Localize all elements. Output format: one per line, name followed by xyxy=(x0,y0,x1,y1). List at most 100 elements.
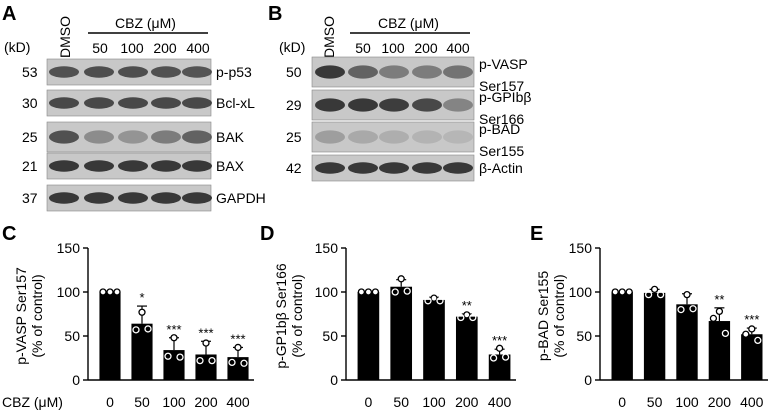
significance-marker: *** xyxy=(744,312,759,327)
panel-a-letter: A xyxy=(2,3,16,25)
blot-band xyxy=(84,192,114,204)
data-point xyxy=(357,288,366,296)
y-tick-label: 100 xyxy=(569,284,593,300)
blot-band xyxy=(443,130,473,144)
blot-band xyxy=(412,98,442,112)
data-point xyxy=(721,329,730,338)
data-point xyxy=(501,353,510,361)
panel-b-kd-label: (kD) xyxy=(279,39,305,55)
data-point xyxy=(403,287,411,295)
y-tick-label: 0 xyxy=(72,372,80,388)
data-point xyxy=(436,297,444,305)
blot-band xyxy=(348,65,378,79)
panel-a-kd-label: (kD) xyxy=(4,39,30,55)
blot-band xyxy=(49,130,79,144)
significance-marker: *** xyxy=(198,325,213,340)
x-tick-label: 50 xyxy=(134,394,150,410)
y-tick-label: 100 xyxy=(315,284,339,300)
bar xyxy=(99,292,121,380)
x-tick-label: 100 xyxy=(675,394,699,410)
blot-strip xyxy=(46,121,212,153)
panel-a-dmso-label: DMSO xyxy=(57,16,73,58)
data-point xyxy=(391,288,399,296)
dose-label: 100 xyxy=(381,40,405,56)
bar xyxy=(357,292,380,380)
dose-label: 50 xyxy=(355,40,371,56)
blot-band xyxy=(412,162,442,174)
x-tick-label: 400 xyxy=(226,394,250,410)
data-point xyxy=(650,285,659,294)
bar xyxy=(390,286,413,380)
blot-band xyxy=(182,97,212,109)
data-point xyxy=(208,356,216,365)
bar xyxy=(195,354,217,380)
y-axis-unit-label: (% of control) xyxy=(29,274,45,357)
x-tick-label: 200 xyxy=(708,394,732,410)
blot-strip xyxy=(46,58,212,86)
kd-value: 42 xyxy=(286,160,302,176)
protein-label: GAPDH xyxy=(216,190,266,206)
panel-b-letter: B xyxy=(268,3,282,25)
blot-band xyxy=(182,192,212,204)
blot-band xyxy=(118,192,148,204)
x-tick-label: 200 xyxy=(194,394,218,410)
y-axis-label: p-VASP Ser157 xyxy=(13,267,29,365)
y-tick-label: 150 xyxy=(569,240,593,256)
y-tick-label: 150 xyxy=(315,240,339,256)
blot-band xyxy=(84,97,114,109)
bar xyxy=(455,316,478,380)
y-axis-unit-label: (% of control) xyxy=(551,274,567,357)
blot-band xyxy=(151,130,181,144)
data-point xyxy=(228,358,236,367)
data-point xyxy=(489,354,498,362)
data-point xyxy=(144,325,152,333)
data-point xyxy=(113,288,121,296)
y-tick-label: 0 xyxy=(584,372,592,388)
significance-marker: ** xyxy=(462,298,472,313)
significance-marker: *** xyxy=(166,322,181,337)
blot-band xyxy=(49,192,79,204)
blot-band xyxy=(315,162,345,174)
bar xyxy=(611,292,633,380)
y-tick-label: 0 xyxy=(330,372,338,388)
data-point xyxy=(364,288,373,296)
kd-value: 21 xyxy=(22,158,38,174)
blot-strip xyxy=(311,121,475,153)
x-tick-label: 400 xyxy=(488,394,512,410)
y-axis-unit-label: (% of control) xyxy=(289,274,305,357)
x-tick-label: 200 xyxy=(455,394,479,410)
dose-label: 200 xyxy=(414,40,438,56)
blot-band xyxy=(182,160,212,172)
data-point xyxy=(618,288,626,296)
blot-band xyxy=(118,66,148,78)
protein-label: BAK xyxy=(216,129,245,145)
protein-label: Ser166 xyxy=(479,111,524,127)
data-point xyxy=(742,330,750,338)
data-point xyxy=(424,297,432,305)
panel-a-cbz-label: CBZ (μM) xyxy=(115,15,176,31)
data-point xyxy=(457,313,465,322)
protein-label: β-Actin xyxy=(479,160,523,176)
blot-strip xyxy=(46,184,212,212)
bar xyxy=(227,357,249,380)
x-tick-label: 0 xyxy=(106,394,114,410)
blot-strip xyxy=(311,56,475,88)
significance-marker: *** xyxy=(492,333,507,348)
data-point xyxy=(656,290,665,299)
blot-band xyxy=(348,162,378,174)
blot-band xyxy=(315,130,345,144)
data-point xyxy=(469,313,477,322)
data-point xyxy=(106,288,114,296)
dose-label: 100 xyxy=(120,40,144,56)
x-tick-label: 0 xyxy=(618,394,626,410)
y-tick-label: 100 xyxy=(57,284,81,300)
x-tick-label: 50 xyxy=(393,394,409,410)
panel-b-dmso-label: DMSO xyxy=(321,16,337,58)
protein-label: Ser155 xyxy=(479,143,524,159)
bar xyxy=(741,334,763,380)
bar xyxy=(676,304,698,380)
y-tick-label: 50 xyxy=(576,328,592,344)
data-point xyxy=(240,359,248,367)
bar xyxy=(643,292,666,380)
blot-band xyxy=(315,65,345,79)
